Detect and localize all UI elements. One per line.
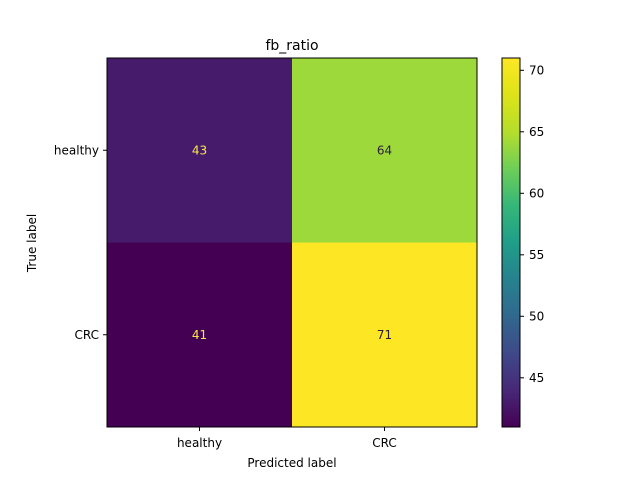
y-tick-label: healthy xyxy=(54,143,99,157)
x-tick-group: healthy CRC xyxy=(177,427,397,450)
cell-value-label: 43 xyxy=(192,143,207,157)
colorbar-tick-label: 50 xyxy=(529,309,544,323)
chart-title: fb_ratio xyxy=(265,38,318,54)
heatmap-cell xyxy=(107,58,292,243)
heatmap-cell xyxy=(292,58,477,243)
heatmap-cells: 43 64 41 71 xyxy=(107,58,477,427)
colorbar-tick-label: 45 xyxy=(529,371,544,385)
x-tick-label: healthy xyxy=(177,436,222,450)
heatmap-cell xyxy=(107,242,292,427)
colorbar xyxy=(501,57,521,428)
colorbar-tick-label: 55 xyxy=(529,248,544,262)
cell-value-label: 41 xyxy=(192,328,207,342)
heatmap-cell xyxy=(292,242,477,427)
colorbar-tick-label: 60 xyxy=(529,186,544,200)
y-tick-label: CRC xyxy=(75,328,100,342)
x-tick-label: CRC xyxy=(372,436,397,450)
y-axis-label: True label xyxy=(25,214,39,273)
cell-value-label: 71 xyxy=(377,328,392,342)
colorbar-tick-label: 70 xyxy=(529,63,544,77)
cell-value-label: 64 xyxy=(377,143,392,157)
y-tick-group: healthy CRC xyxy=(54,143,107,342)
plot-frame xyxy=(106,57,478,428)
colorbar-tick-label: 65 xyxy=(529,125,544,139)
colorbar-tick-group: 45 50 55 60 65 70 xyxy=(520,63,544,385)
x-axis-label: Predicted label xyxy=(247,456,336,470)
